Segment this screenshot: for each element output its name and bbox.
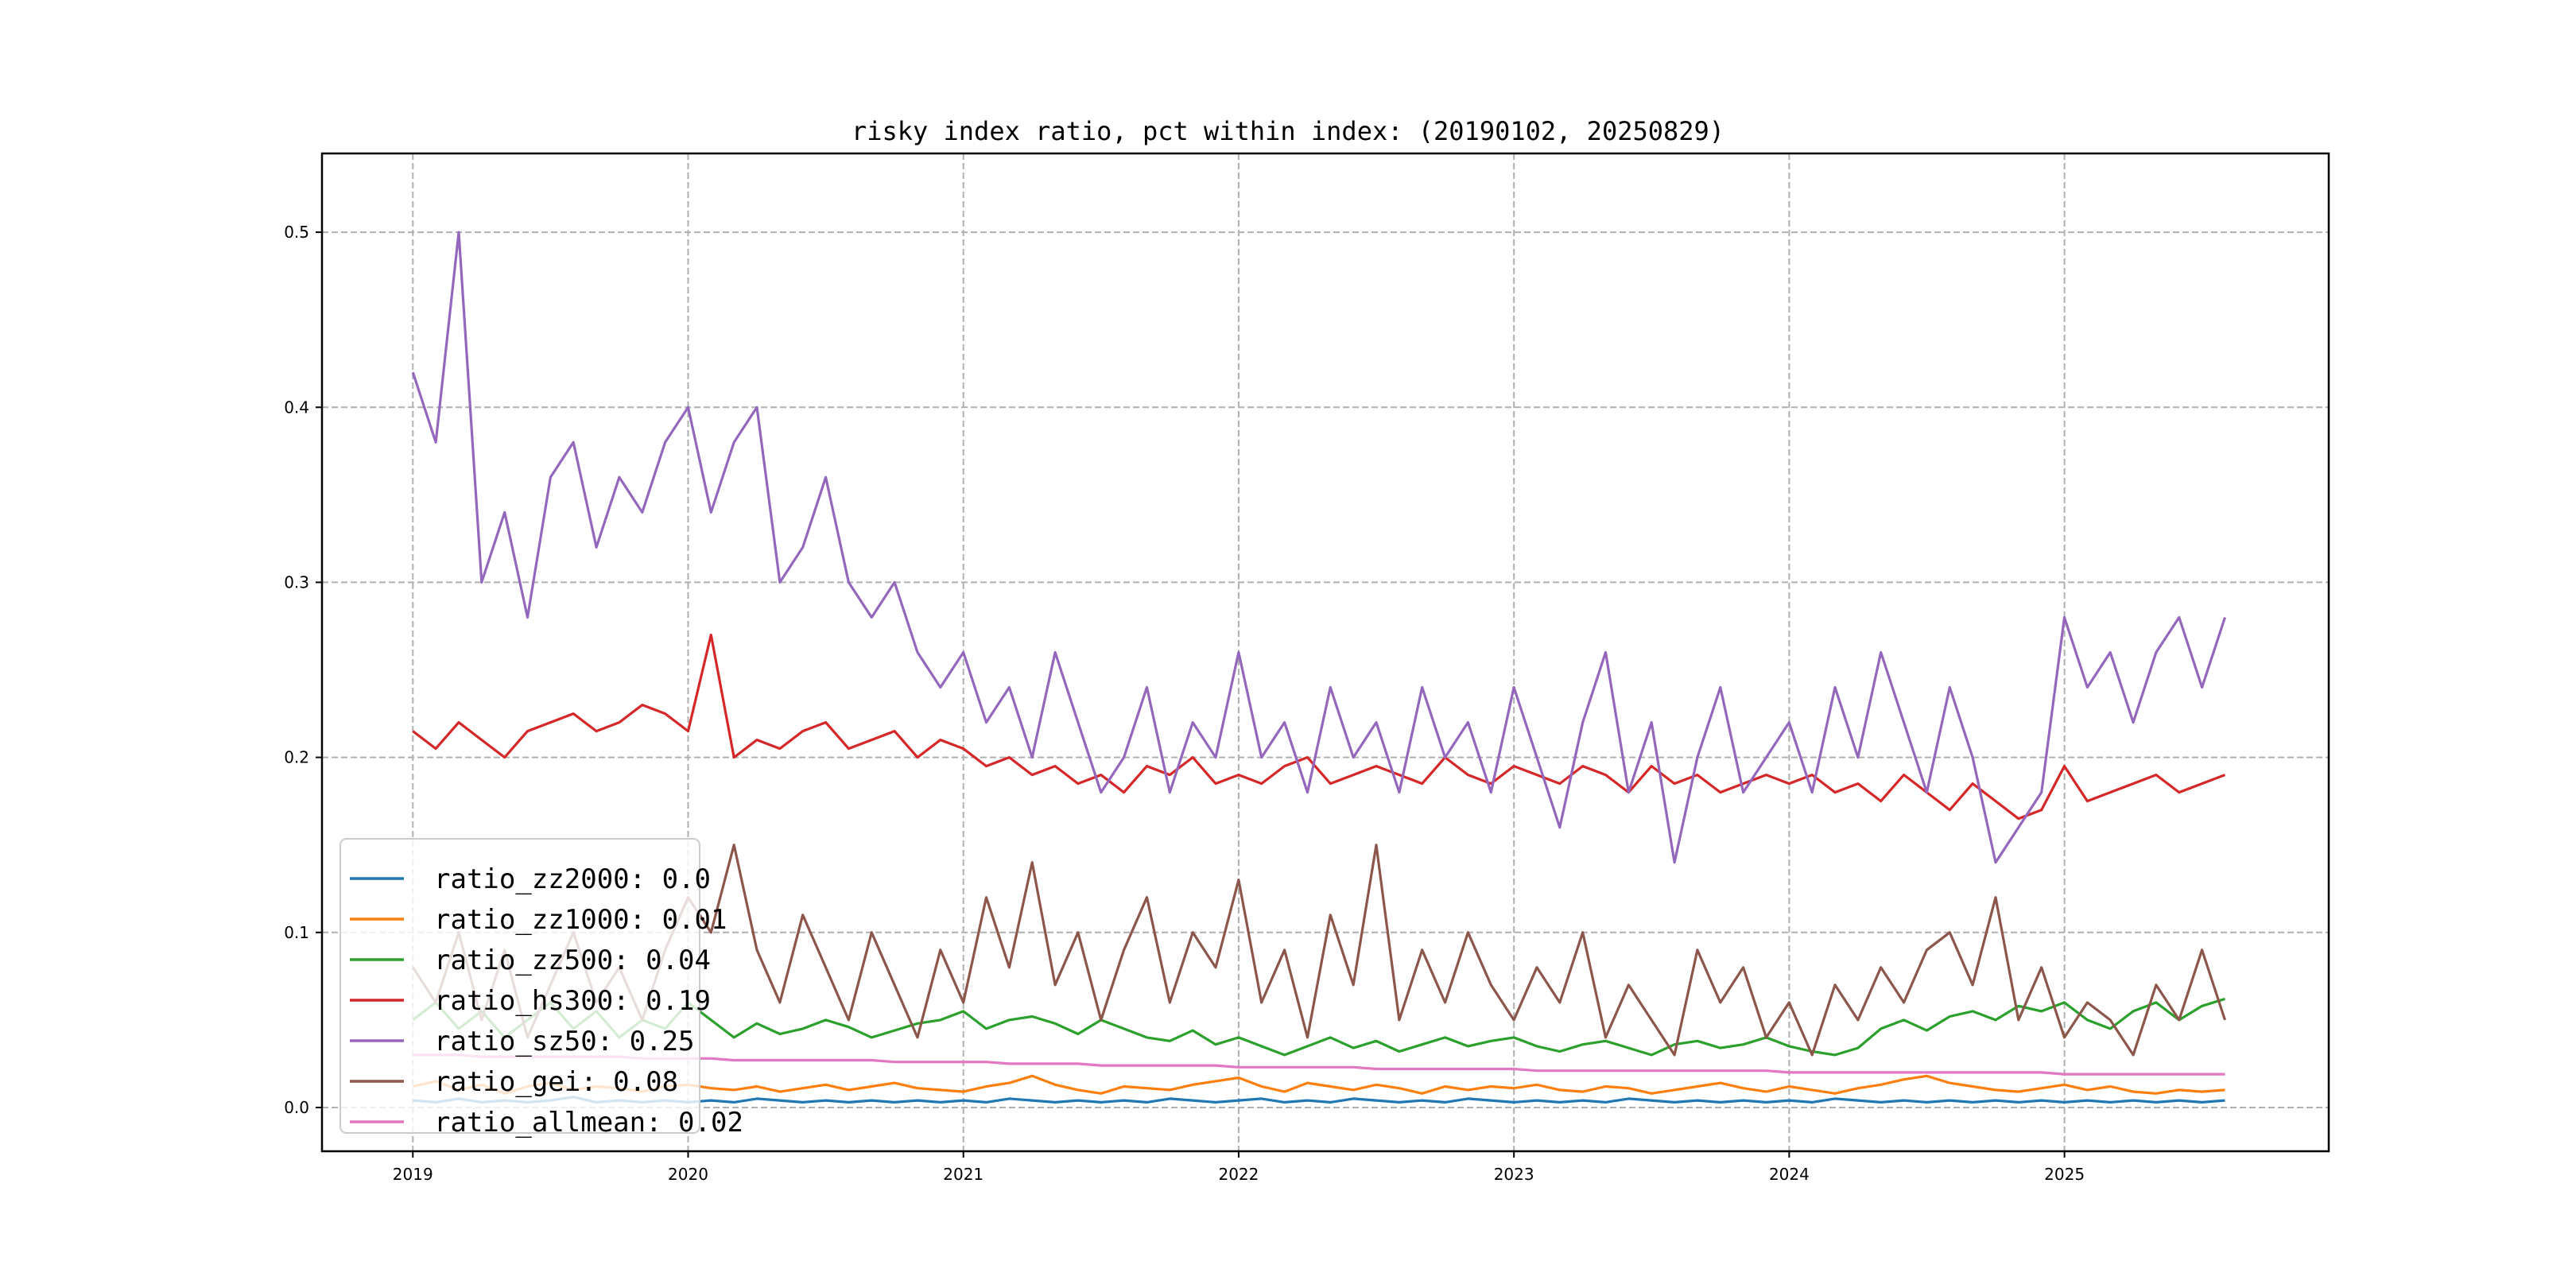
y-tick-label: 0.4 [284,398,309,417]
x-tick-label: 2022 [1218,1165,1259,1184]
x-tick-label: 2019 [393,1165,433,1184]
series-line-ratio-zz2000 [413,1096,2225,1104]
x-tick-label: 2024 [1769,1165,1810,1184]
series-line-ratio-gei [411,844,2227,1057]
legend-label: ratio_gei: 0.08 [434,1066,678,1098]
x-tick-label: 2023 [1494,1165,1534,1184]
series-line-ratio-sz50 [411,231,2227,864]
x-tick-label: 2021 [943,1165,983,1184]
y-tick-label: 0.0 [284,1098,309,1117]
y-tick-label: 0.3 [284,572,309,592]
legend-label: ratio_zz1000: 0.01 [434,904,727,936]
y-tick-label: 0.1 [284,923,309,942]
plot-frame [320,152,2330,1153]
y-tick-label: 0.5 [284,223,309,242]
legend-label: ratio_allmean: 0.02 [434,1107,743,1139]
series-line-ratio-allmean [413,1053,2225,1076]
series-line-ratio-zz500 [412,997,2225,1057]
legend-label: ratio_hs300: 0.19 [434,985,711,1017]
legend-label: ratio_zz2000: 0.0 [434,863,711,895]
legend-label: ratio_zz500: 0.04 [434,945,711,976]
series-line-ratio-hs300 [412,633,2226,821]
x-tick-label: 2020 [668,1165,708,1184]
legend-label: ratio_sz50: 0.25 [434,1026,695,1057]
legend: ratio_zz2000: 0.0 ratio_zz1000: 0.01 ratio… [339,838,743,1139]
x-tick-label: 2025 [2044,1165,2085,1184]
y-tick-label: 0.2 [284,748,309,767]
legend-box [339,838,700,1134]
series-line-ratio-zz1000 [412,1074,2225,1095]
chart-title: risky index ratio, pct within index: (20… [852,116,1724,146]
